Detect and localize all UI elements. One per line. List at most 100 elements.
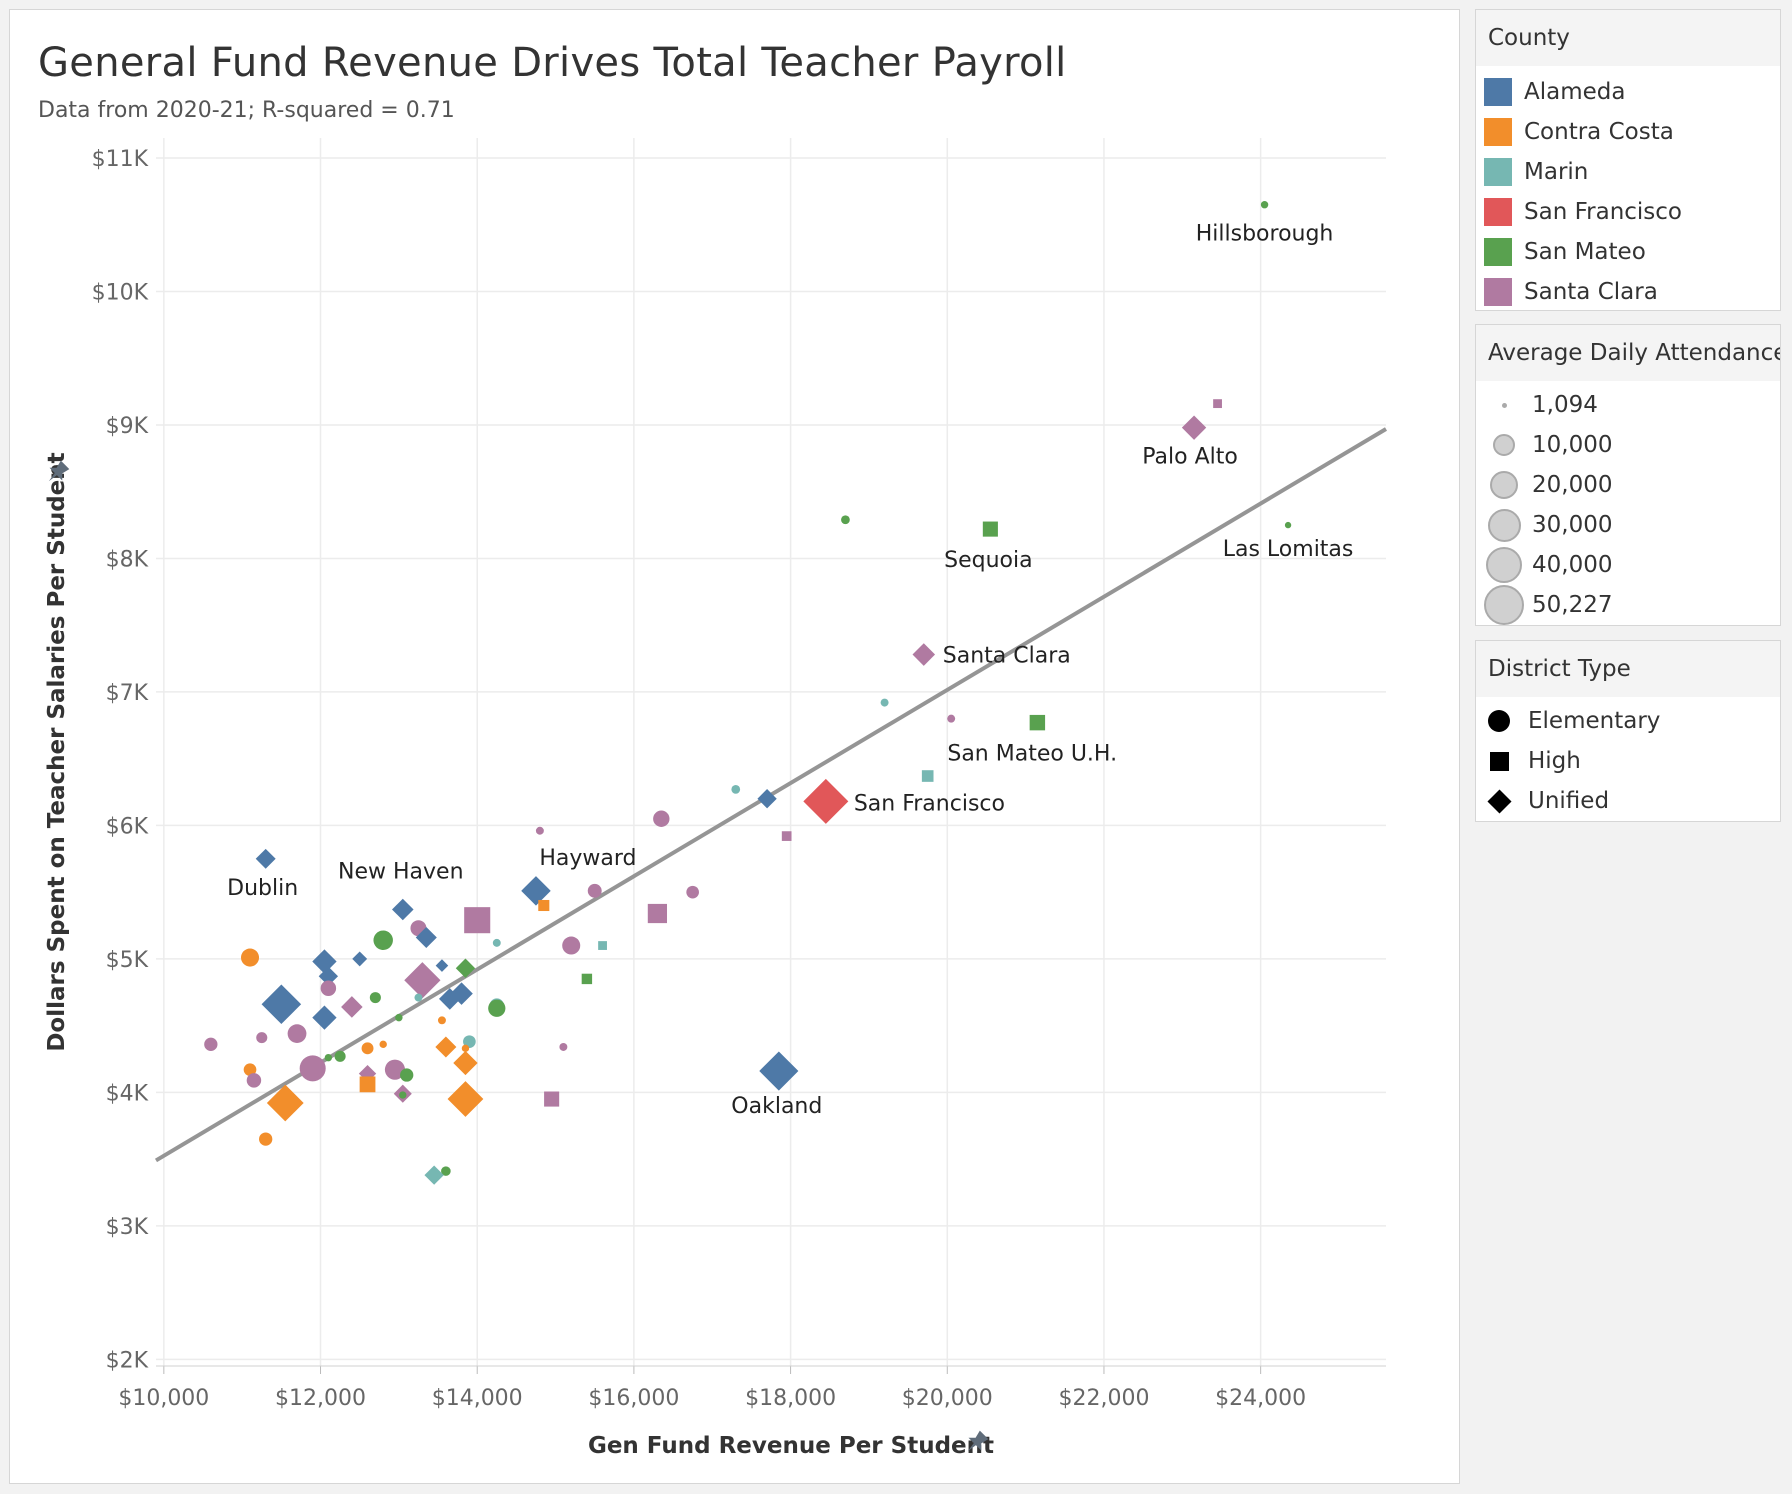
y-tick-label: $11K [92,147,149,172]
data-point-unified [759,1051,799,1091]
data-point-high [598,941,607,950]
x-tick-label: $24,000 [1215,1386,1306,1411]
attendance-legend-item[interactable]: 20,000 [1476,465,1780,505]
data-point-elementary [1284,521,1292,529]
county-legend-item[interactable]: Contra Costa [1476,112,1780,152]
data-point-high [921,770,934,782]
district-type-legend-label: Unified [1528,788,1610,814]
data-point-unified [912,643,936,666]
data-point-elementary [492,938,501,947]
attendance-legend-item[interactable]: 40,000 [1476,545,1780,585]
size-circle-icon [1489,470,1519,500]
attendance-legend-item[interactable]: 10,000 [1476,425,1780,465]
attendance-legend-label: 50,227 [1532,592,1613,618]
data-point-elementary [947,714,956,723]
y-tick-label: $9K [106,414,149,439]
point-label: Las Lomitas [1223,537,1354,562]
data-point-unified [521,876,551,906]
y-axis-title: Dollars Spent on Teacher Salaries Per St… [44,452,70,1051]
data-point-elementary [240,948,260,967]
chart-subtitle: Data from 2020-21; R-squared = 0.71 [38,98,455,123]
data-point-elementary [259,1132,273,1146]
district-type-legend-item[interactable]: High [1476,741,1780,781]
y-tick-label: $8K [106,547,149,572]
district-type-legend-item[interactable]: Unified [1476,781,1780,821]
data-point-elementary [243,1063,257,1076]
scatter-plot: $10,000 $12,000 $14,000 $16,000 $18,000 $20,0… [44,138,1388,1459]
data-point-unified [341,996,363,1018]
district-type-legend-label: High [1528,748,1581,774]
attendance-legend[interactable]: Average Daily Attendance 1,094 10,000 20,0… [1475,324,1781,626]
data-point-elementary [461,1044,470,1053]
data-point-high [647,903,668,924]
point-label: Oakland [731,1094,822,1119]
data-point-elementary [1260,201,1269,209]
attendance-legend-item[interactable]: 50,227 [1476,585,1780,625]
x-tick-label: $14,000 [432,1386,523,1411]
district-type-legend-item[interactable]: Elementary [1476,701,1780,741]
data-point-elementary [559,1043,568,1051]
y-tick-label: $4K [106,1081,149,1106]
county-legend-item[interactable]: San Francisco [1476,192,1780,232]
diamond-icon [1486,788,1512,814]
attendance-legend-item[interactable]: 30,000 [1476,505,1780,545]
attendance-legend-item[interactable]: 1,094 [1476,385,1780,425]
size-marker-wrap [1484,505,1524,545]
county-legend-label: Contra Costa [1524,119,1674,145]
attendance-legend-label: 30,000 [1532,512,1613,538]
county-color-swatch [1484,118,1512,146]
square-icon [1489,751,1509,771]
county-legend-item[interactable]: Marin [1476,152,1780,192]
data-point-elementary [731,785,741,794]
y-tick-label: $3K [106,1215,149,1240]
y-tick-label: $5K [106,948,149,973]
data-point-elementary [373,930,393,950]
data-point-elementary [535,826,544,835]
circle-icon [1488,710,1510,732]
point-label: Sequoia [944,548,1032,573]
data-point-unified [1181,415,1207,440]
data-point-unified [266,1084,304,1122]
county-color-swatch [1484,78,1512,106]
chart-title: General Fund Revenue Drives Total Teache… [38,40,1067,86]
data-point-elementary [841,515,850,525]
data-point-elementary [880,698,889,707]
x-tick-label: $10,000 [118,1386,209,1411]
data-point-unified [392,898,414,921]
size-circle-icon [1487,508,1521,542]
district-type-legend-title: District Type [1476,641,1780,697]
point-label: San Mateo U.H. [947,742,1117,767]
shape-marker-wrap [1484,706,1514,736]
data-point-elementary [369,992,381,1004]
data-point-elementary [384,1059,406,1080]
attendance-legend-label: 20,000 [1532,472,1613,498]
county-color-swatch [1484,198,1512,226]
district-type-legend-items: Elementary High Unified [1476,697,1780,821]
y-tick-label: $7K [106,681,149,706]
y-tick-label: $2K [106,1348,149,1373]
chart-panel: General Fund Revenue Drives Total Teache… [9,9,1460,1484]
county-legend-item[interactable]: San Mateo [1476,232,1780,272]
district-type-legend[interactable]: District Type Elementary High Unified [1475,640,1781,822]
data-point-elementary [653,810,670,827]
data-point-high [781,831,792,841]
county-color-swatch [1484,238,1512,266]
data-point-high [464,907,491,934]
data-point-unified [312,1005,337,1030]
county-legend-item[interactable]: Santa Clara [1476,272,1780,312]
size-marker-wrap [1484,585,1524,625]
data-point-elementary [399,1091,407,1099]
county-legend-item[interactable]: Alameda [1476,72,1780,112]
x-axis-pin-icon [967,1430,989,1452]
data-point-unified [435,1036,457,1058]
data-point-elementary [400,1068,414,1082]
county-legend-title: County [1476,10,1780,66]
county-legend[interactable]: County Alameda Contra Costa Marin San Franc… [1475,9,1781,311]
size-circle-icon [1501,402,1507,408]
point-label: Santa Clara [943,644,1071,669]
district-type-legend-label: Elementary [1528,708,1661,734]
x-tick-label: $18,000 [745,1386,836,1411]
county-legend-label: San Mateo [1524,239,1646,265]
data-point-high [1029,714,1046,731]
point-label: Dublin [227,876,298,901]
